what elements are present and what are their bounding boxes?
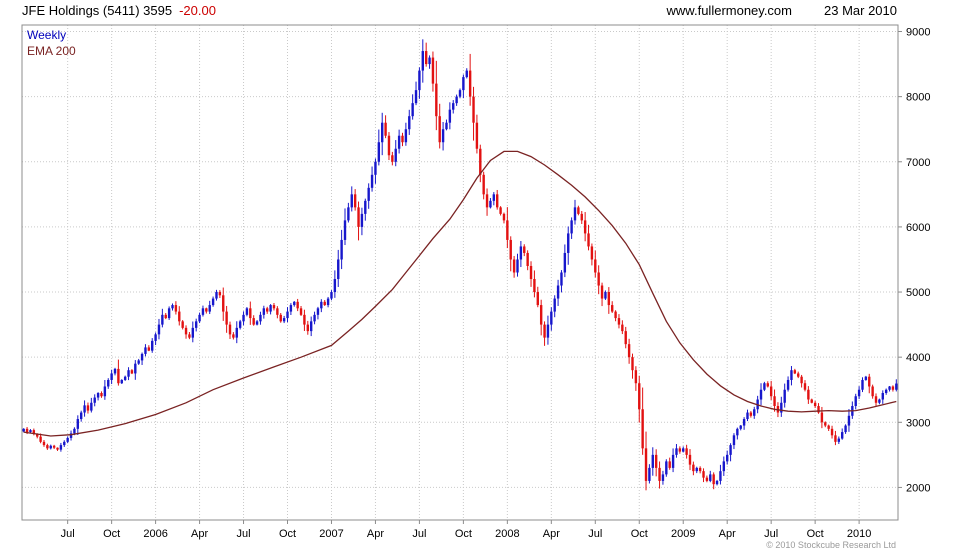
- svg-text:Jul: Jul: [764, 528, 778, 540]
- svg-text:Jul: Jul: [237, 528, 251, 540]
- svg-text:2000: 2000: [906, 482, 930, 494]
- svg-text:Apr: Apr: [719, 528, 736, 540]
- chart-date: 23 Mar 2010: [824, 3, 897, 18]
- svg-text:Apr: Apr: [543, 528, 560, 540]
- svg-text:8000: 8000: [906, 92, 930, 104]
- svg-text:2007: 2007: [319, 528, 343, 540]
- svg-text:2009: 2009: [671, 528, 695, 540]
- website-url: www.fullermoney.com: [666, 3, 792, 18]
- price-change-value: -20.00: [179, 3, 216, 18]
- header-left: JFE Holdings (5411) 3595 -20.00: [22, 3, 216, 18]
- svg-text:Jul: Jul: [412, 528, 426, 540]
- svg-text:Jul: Jul: [588, 528, 602, 540]
- legend-weekly-label: Weekly: [27, 28, 67, 42]
- svg-text:Oct: Oct: [455, 528, 472, 540]
- chart-legend: Weekly EMA 200: [27, 27, 76, 59]
- svg-text:Oct: Oct: [103, 528, 120, 540]
- svg-text:Oct: Oct: [631, 528, 648, 540]
- svg-text:2008: 2008: [495, 528, 519, 540]
- copyright-notice: © 2010 Stockcube Research Ltd: [766, 540, 896, 550]
- svg-text:3000: 3000: [906, 417, 930, 429]
- svg-text:2006: 2006: [143, 528, 167, 540]
- svg-text:5000: 5000: [906, 287, 930, 299]
- svg-text:Jul: Jul: [61, 528, 75, 540]
- svg-text:7000: 7000: [906, 157, 930, 169]
- svg-text:6000: 6000: [906, 222, 930, 234]
- svg-text:Apr: Apr: [191, 528, 208, 540]
- svg-text:9000: 9000: [906, 27, 930, 39]
- instrument-title: JFE Holdings (5411) 3595: [22, 3, 173, 18]
- svg-text:Oct: Oct: [279, 528, 296, 540]
- legend-ema-label: EMA 200: [27, 44, 76, 58]
- svg-text:Oct: Oct: [807, 528, 824, 540]
- svg-text:4000: 4000: [906, 352, 930, 364]
- svg-text:Apr: Apr: [367, 528, 384, 540]
- svg-text:2010: 2010: [847, 528, 871, 540]
